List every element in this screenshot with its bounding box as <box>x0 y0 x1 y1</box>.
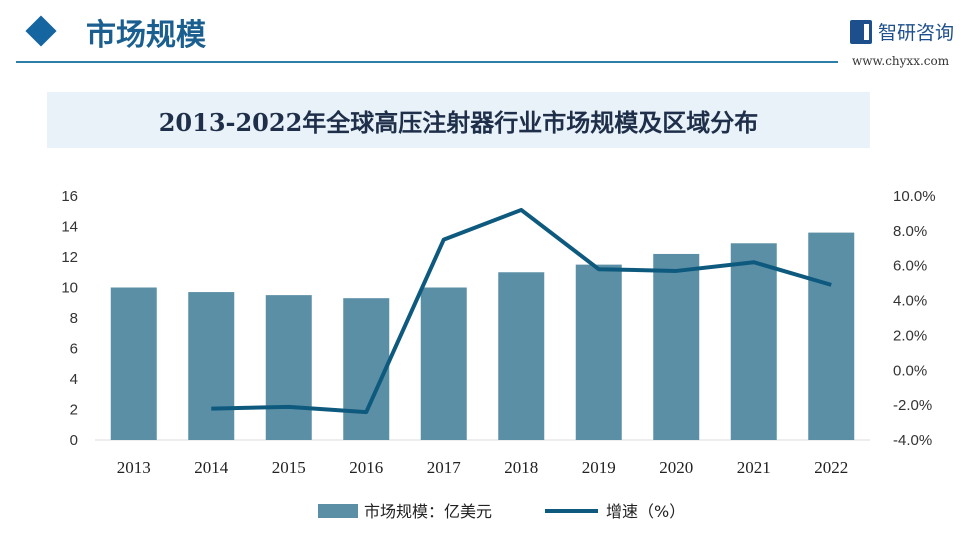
y-right-tick: 4.0% <box>893 293 927 310</box>
legend-bar-swatch <box>318 504 358 518</box>
legend-line-label: 增速（%） <box>606 502 685 521</box>
y-left-tick: 14 <box>61 219 78 236</box>
bar-2022 <box>808 232 855 440</box>
x-tick-2019: 2019 <box>582 458 616 477</box>
bar-2015 <box>265 295 312 440</box>
y-right-tick: -4.0% <box>893 432 932 449</box>
y-left-tick: 6 <box>70 341 78 358</box>
y-left-tick: 2 <box>70 402 78 419</box>
section-title: 市场规模 <box>86 18 206 53</box>
y-right-tick: 10.0% <box>893 188 936 205</box>
x-tick-2022: 2022 <box>814 458 848 477</box>
y-right-tick: 0.0% <box>893 362 927 379</box>
logo-text: 智研咨询 <box>878 22 955 44</box>
x-tick-2018: 2018 <box>504 458 538 477</box>
x-tick-2013: 2013 <box>117 458 151 477</box>
bar-2021 <box>730 243 777 440</box>
legend-bar-label: 市场规模：亿美元 <box>364 502 492 521</box>
x-tick-2021: 2021 <box>737 458 771 477</box>
bar-2013 <box>110 287 157 440</box>
y-right-tick: -2.0% <box>893 397 932 414</box>
y-right-tick: 6.0% <box>893 258 927 275</box>
x-tick-2020: 2020 <box>659 458 693 477</box>
y-right-tick: 8.0% <box>893 223 927 240</box>
x-tick-2016: 2016 <box>349 458 383 477</box>
x-tick-2014: 2014 <box>194 458 229 477</box>
bar-2016 <box>343 298 390 440</box>
brand-logo: 智研咨询 <box>850 18 954 45</box>
x-tick-2015: 2015 <box>272 458 306 477</box>
y-right-tick: 2.0% <box>893 327 927 344</box>
y-left-tick: 16 <box>61 188 78 205</box>
bar-2020 <box>653 253 700 440</box>
chart-title: 2013-2022年全球高压注射器行业市场规模及区域分布 <box>47 92 870 148</box>
bar-2014 <box>188 292 235 440</box>
y-left-tick: 12 <box>61 249 78 266</box>
header-divider <box>16 61 838 63</box>
logo-icon <box>850 19 872 44</box>
bar-2019 <box>575 264 622 440</box>
bar-2018 <box>498 272 545 440</box>
y-left-tick: 10 <box>61 280 78 297</box>
y-left-tick: 4 <box>70 371 78 388</box>
y-left-tick: 8 <box>70 310 78 327</box>
brand-url: www.chyxx.com <box>852 54 950 68</box>
bar-2017 <box>420 287 467 440</box>
y-left-tick: 0 <box>70 432 78 449</box>
x-tick-2017: 2017 <box>427 458 462 477</box>
